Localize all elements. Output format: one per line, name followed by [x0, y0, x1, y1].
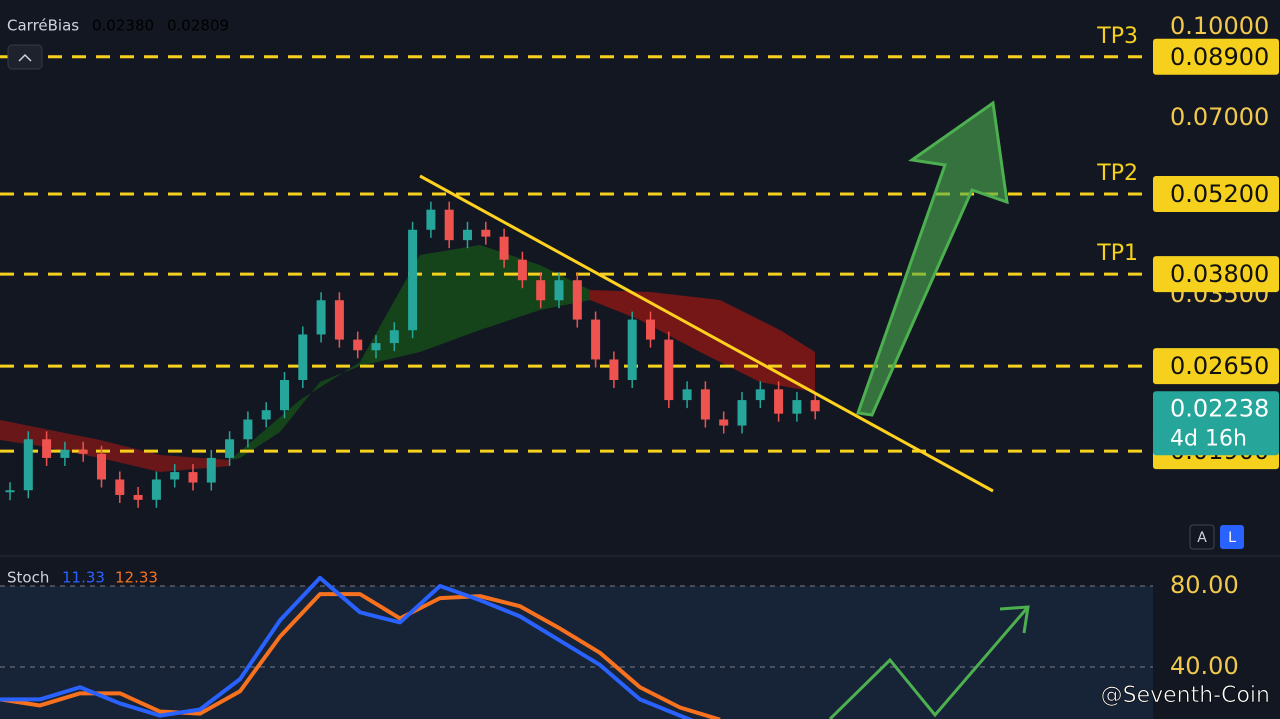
stoch-arrow-head [999, 605, 1030, 634]
candle [792, 400, 802, 414]
level-box [1153, 38, 1279, 75]
candle [463, 229, 472, 241]
indicator-name: CarréBias [7, 17, 79, 35]
candle [298, 334, 308, 380]
trendline [419, 174, 994, 493]
candle [371, 343, 381, 351]
current-price-label: 0.02238 [1170, 394, 1269, 422]
level-box [1153, 348, 1279, 385]
level-label: 0.03800 [1170, 260, 1269, 288]
watermark: @Seventh-Coin [1101, 683, 1270, 708]
level-tag: TP1 [1096, 241, 1138, 266]
candle [5, 490, 15, 493]
log-button[interactable] [1220, 525, 1244, 549]
level-tag: TP3 [1096, 24, 1138, 49]
log-button-label: L [1228, 530, 1236, 546]
candle [444, 209, 454, 241]
candle [170, 472, 180, 480]
candle [151, 479, 161, 500]
level-label: 0.05200 [1170, 180, 1269, 208]
candle [810, 400, 820, 412]
candle [261, 410, 271, 420]
cloud-red [590, 290, 815, 392]
countdown: 4d 16h [1170, 426, 1247, 451]
indicator-value: 0.02380 [92, 17, 154, 35]
candle [774, 389, 784, 414]
candle [646, 319, 655, 340]
stoch-d-value: 12.33 [115, 569, 158, 587]
level-label: 0.02650 [1170, 352, 1269, 380]
candle [536, 280, 546, 301]
candle [206, 457, 216, 483]
collapse-button[interactable] [7, 44, 43, 70]
candle [517, 259, 527, 281]
level-tag: TP2 [1096, 161, 1138, 186]
level-box [1153, 256, 1279, 293]
candle [426, 209, 436, 230]
candle [115, 479, 125, 495]
candle [316, 300, 326, 335]
cloud-green [230, 245, 590, 460]
candle [700, 389, 710, 420]
target-arrow [855, 100, 1009, 417]
candle [133, 494, 143, 500]
candle [719, 419, 729, 426]
candle [243, 419, 253, 440]
price-axis-label: 0.07000 [1170, 103, 1269, 131]
candle [188, 472, 198, 483]
auto-button-label: A [1197, 530, 1207, 546]
candle [627, 319, 637, 380]
candle [97, 453, 106, 480]
candle [60, 449, 70, 458]
price-axis-label: 0.10000 [1170, 12, 1269, 40]
candle [408, 229, 418, 331]
stoch-tick-label: 80.00 [1170, 571, 1239, 599]
candle [554, 280, 564, 301]
candle [42, 439, 52, 458]
indicator-value: 0.02809 [167, 17, 229, 35]
auto-button[interactable] [1189, 524, 1215, 550]
candle [225, 439, 235, 458]
candle [609, 359, 619, 380]
candle [664, 339, 674, 401]
stoch-line-k [0, 575, 694, 719]
candle [591, 319, 601, 360]
candle [572, 280, 582, 320]
stoch-line-d [0, 592, 721, 719]
level-label: 0.08900 [1170, 43, 1269, 71]
cloud-red [0, 420, 230, 472]
candle [389, 330, 399, 344]
level-box [1153, 175, 1279, 212]
candle [481, 229, 491, 237]
current-price-box [1153, 391, 1279, 456]
candle [682, 389, 692, 401]
candle [280, 379, 289, 411]
candle [78, 449, 88, 454]
candle [755, 389, 765, 401]
collapse-icon [18, 53, 32, 62]
stoch-k-value: 11.33 [62, 569, 105, 587]
stoch-arrow [828, 606, 1030, 719]
candle [499, 236, 509, 260]
stoch-name: Stoch [7, 569, 49, 587]
stoch-tick-label: 40.00 [1170, 652, 1239, 680]
candle [334, 300, 344, 340]
candle [23, 439, 33, 491]
candle [737, 400, 747, 426]
candle [353, 339, 363, 351]
